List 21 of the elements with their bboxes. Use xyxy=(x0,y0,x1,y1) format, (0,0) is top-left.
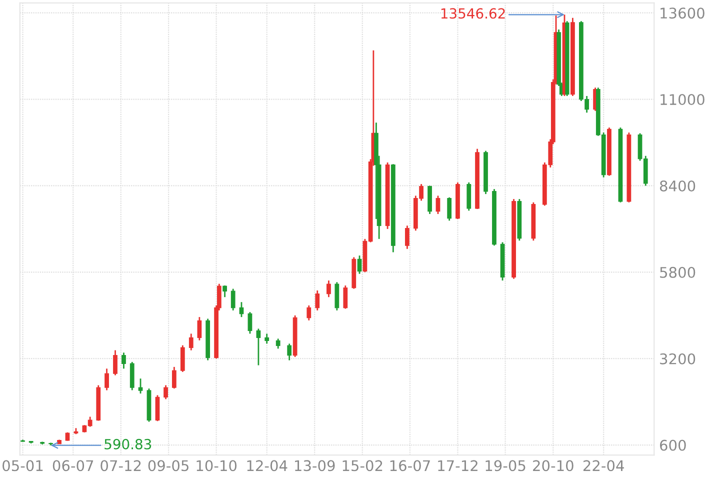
annotation: 13546.62 xyxy=(441,8,505,19)
x-tick-label: 09-05 xyxy=(148,460,188,472)
x-tick-label: 22-04 xyxy=(583,460,624,472)
x-tick-label: 15-02 xyxy=(342,460,382,472)
x-tick-label: 12-04 xyxy=(247,460,288,472)
y-tick-label: 5800 xyxy=(660,266,696,278)
y-tick-label: 13600 xyxy=(660,8,704,19)
y-tick-label: 600 xyxy=(660,440,686,451)
x-tick-label: 20-10 xyxy=(533,460,574,472)
y-tick-label: 8400 xyxy=(660,180,696,192)
x-tick-label: 19-05 xyxy=(486,460,526,472)
x-tick-label: 07-12 xyxy=(100,460,141,472)
x-tick-label: 05-01 xyxy=(2,460,43,472)
x-tick-label: 17-12 xyxy=(438,460,478,471)
annotation: 590.83 xyxy=(104,438,152,450)
x-tick-label: 10-10 xyxy=(196,460,237,472)
x-tick-label: 16-07 xyxy=(390,460,430,472)
y-tick-label: 3200 xyxy=(660,353,696,364)
y-tick-label: 11000 xyxy=(660,94,704,106)
x-tick-label: 13-09 xyxy=(295,460,335,472)
x-tick-label: 06-07 xyxy=(52,460,94,472)
